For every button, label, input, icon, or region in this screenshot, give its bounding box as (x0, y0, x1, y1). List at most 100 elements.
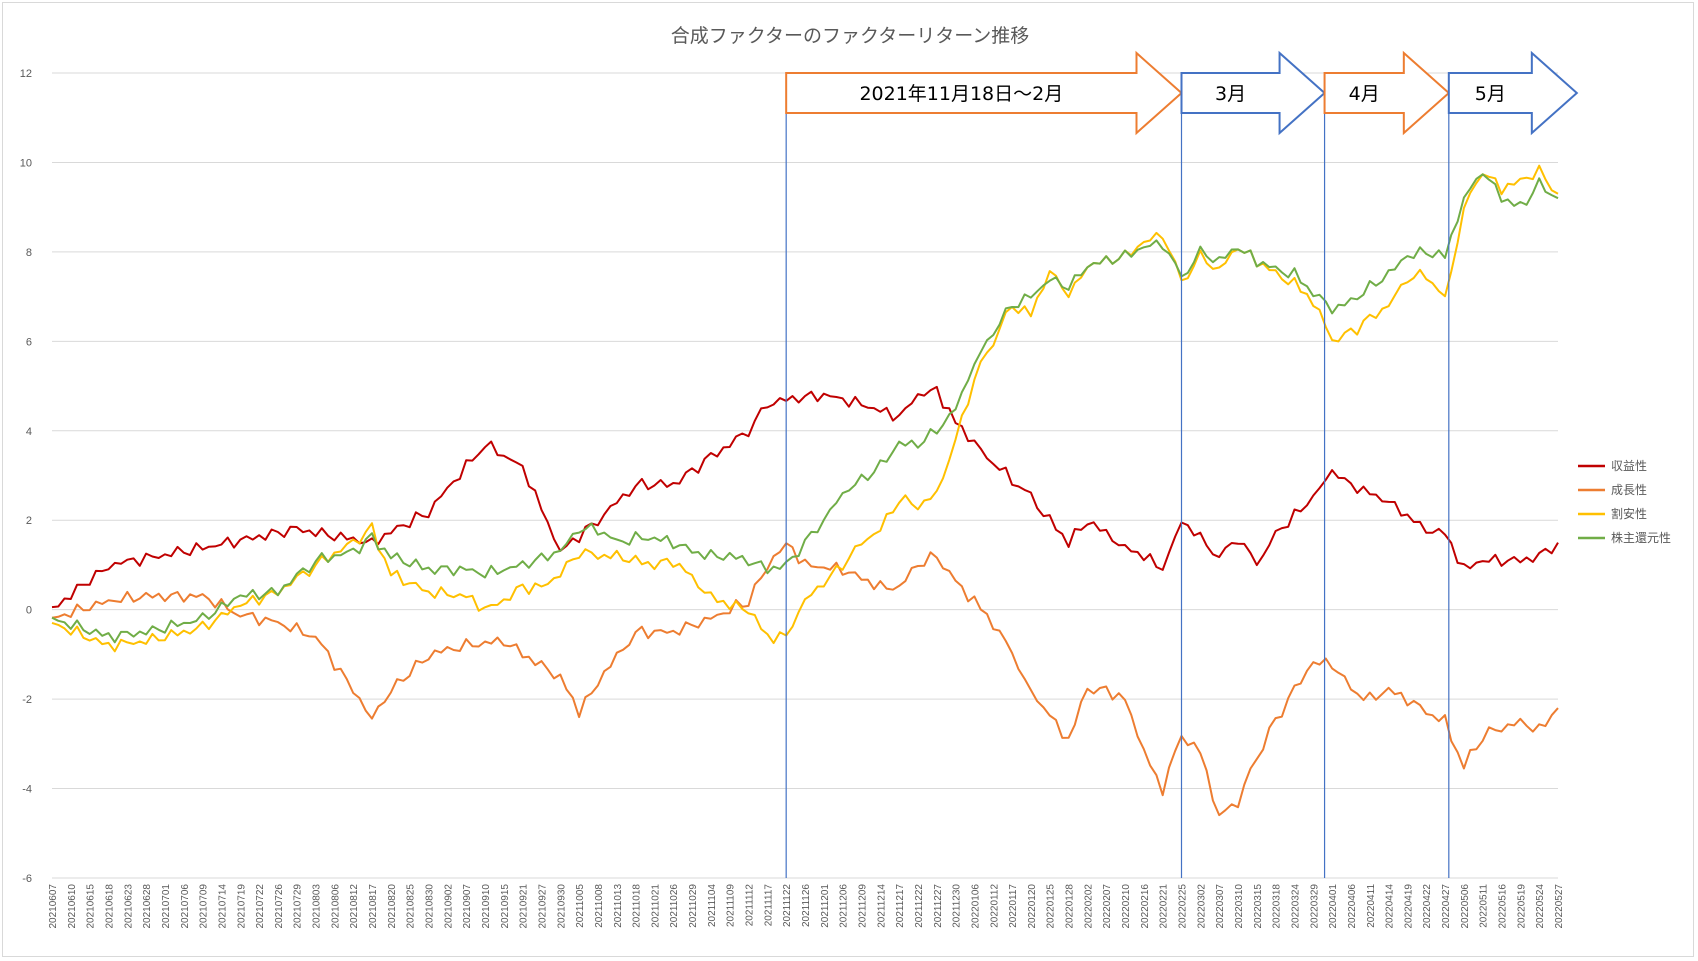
legend-label: 割安性 (1611, 506, 1647, 521)
legend-label: 収益性 (1611, 459, 1647, 473)
period-arrow (785, 50, 1184, 136)
y-tick-label: -2 (22, 694, 32, 706)
period-arrow (1180, 50, 1327, 136)
x-tick-label: 20220324 (1290, 884, 1301, 929)
period-arrow-label: 5月 (1475, 83, 1506, 105)
period-arrow-label: 4月 (1349, 83, 1380, 105)
x-tick-label: 20211005 (575, 884, 586, 928)
x-tick-label: 20210719 (236, 884, 247, 929)
x-tick-label: 20220202 (1083, 884, 1094, 929)
chart-title: 合成ファクターのファクターリターン推移 (671, 25, 1030, 47)
x-tick-label: 20220516 (1498, 884, 1509, 929)
y-tick-label: 10 (20, 157, 32, 169)
x-tick-label: 20220506 (1460, 884, 1471, 929)
x-tick-label: 20210830 (425, 884, 436, 929)
x-tick-label: 20220221 (1159, 884, 1170, 929)
x-tick-label: 20211201 (820, 884, 831, 928)
x-tick-label: 20210820 (387, 884, 398, 929)
legend-label: 株主還元性 (1611, 530, 1671, 545)
period-arrows: 2021年11月18日～2月 3月 4月 5月 (785, 50, 1579, 136)
x-tick-label: 20220117 (1008, 884, 1019, 928)
x-tick-label: 20220207 (1102, 884, 1113, 929)
x-tick-label: 20210714 (217, 884, 228, 929)
x-tick-label: 20210610 (67, 884, 78, 929)
y-tick-label: 2 (26, 515, 32, 527)
x-tick-label: 20220401 (1328, 884, 1339, 929)
x-tick-label: 20220318 (1272, 884, 1283, 929)
x-tick-label: 20220329 (1309, 884, 1320, 929)
x-tick-label: 20220414 (1385, 884, 1396, 929)
x-tick-label: 20210709 (199, 884, 210, 929)
x-tick-label: 20211109 (726, 884, 737, 927)
x-tick-label: 20220527 (1554, 884, 1565, 929)
x-tick-label: 20220125 (1046, 884, 1057, 929)
x-tick-label: 20211021 (650, 884, 661, 928)
x-tick-label: 20211104 (707, 884, 718, 927)
y-axis-ticks: -6 -4 -2 0 2 4 6 8 10 12 (20, 68, 32, 885)
x-tick-label: 20211117 (763, 884, 774, 927)
x-tick-label: 20220225 (1178, 884, 1189, 929)
x-tick-label: 20210701 (161, 884, 172, 929)
period-arrow (1447, 50, 1579, 136)
x-tick-label: 20210817 (368, 884, 379, 929)
x-tick-label: 20210618 (104, 884, 115, 929)
x-tick-label: 20210722 (255, 884, 266, 929)
x-tick-label: 20210806 (330, 884, 341, 929)
x-tick-label: 20211018 (632, 884, 643, 928)
period-arrow-label: 2021年11月18日～2月 (859, 83, 1063, 105)
x-tick-label: 20211122 (782, 884, 793, 927)
x-tick-label: 20220120 (1027, 884, 1038, 929)
y-tick-label: 8 (26, 247, 32, 259)
x-tick-label: 20211222 (914, 884, 925, 928)
x-tick-label: 20220519 (1516, 884, 1527, 929)
x-tick-label: 20210915 (500, 884, 511, 929)
y-tick-label: 12 (20, 68, 32, 80)
x-tick-label: 20210623 (123, 884, 134, 929)
x-tick-label: 20211026 (669, 884, 680, 928)
x-tick-label: 20211013 (613, 884, 624, 928)
y-tick-label: -6 (22, 873, 32, 885)
x-tick-label: 20211112 (745, 884, 756, 927)
legend-label: 成長性 (1611, 483, 1647, 497)
x-tick-label: 20210615 (86, 884, 97, 929)
x-tick-label: 20210902 (443, 884, 454, 929)
x-tick-label: 20220406 (1347, 884, 1358, 929)
series-line (51, 542, 1559, 817)
x-tick-label: 20210803 (312, 884, 323, 929)
x-tick-label: 20220216 (1140, 884, 1151, 929)
x-tick-label: 20220315 (1253, 884, 1264, 929)
x-tick-label: 20220106 (970, 884, 981, 929)
x-tick-label: 20210628 (142, 884, 153, 929)
x-tick-label: 20210607 (48, 884, 59, 929)
x-tick-label: 20211230 (952, 884, 963, 928)
x-tick-label: 20220112 (989, 884, 1000, 928)
series-line (51, 385, 1559, 609)
x-tick-label: 20211206 (839, 884, 850, 928)
series-line (51, 173, 1559, 644)
x-tick-label: 20220419 (1403, 884, 1414, 929)
x-tick-label: 20220411 (1366, 884, 1377, 928)
period-lines (785, 72, 1450, 878)
x-tick-label: 20211217 (895, 884, 906, 928)
x-tick-label: 20211029 (688, 884, 699, 928)
x-tick-label: 20220128 (1065, 884, 1076, 929)
x-tick-label: 20211227 (933, 884, 944, 928)
x-tick-label: 20210927 (537, 884, 548, 929)
y-tick-label: 6 (26, 336, 32, 348)
x-axis-ticks: 20210607 20210610 20210615 20210618 20210623… (48, 884, 1565, 929)
x-tick-label: 20220427 (1441, 884, 1452, 929)
series-lines (51, 164, 1559, 817)
x-tick-label: 20211126 (801, 884, 812, 927)
x-tick-label: 20210930 (556, 884, 567, 929)
x-tick-label: 20211209 (857, 884, 868, 928)
x-tick-label: 20210910 (481, 884, 492, 929)
x-tick-label: 20211008 (594, 884, 605, 928)
period-arrow (1323, 50, 1451, 136)
x-tick-label: 20220307 (1215, 884, 1226, 929)
x-tick-label: 20220524 (1535, 884, 1546, 929)
y-tick-label: 4 (26, 426, 32, 438)
x-tick-label: 20211214 (876, 884, 887, 928)
